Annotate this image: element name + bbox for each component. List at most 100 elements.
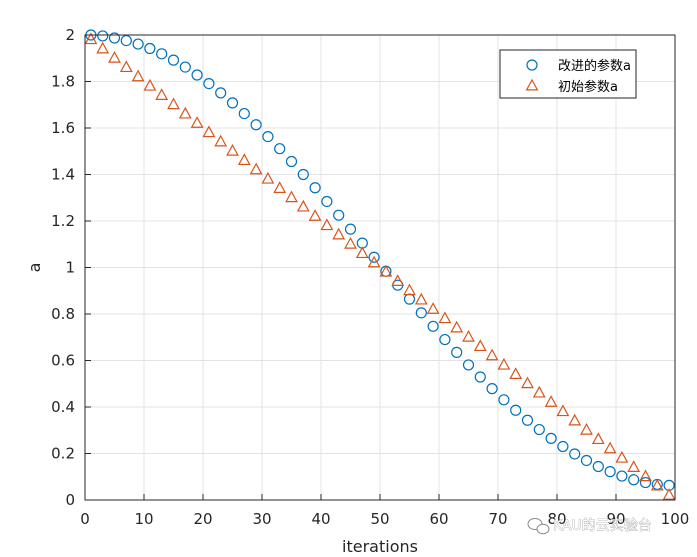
series-0-point [604,466,616,478]
y-tick-label: 1.2 [51,212,75,230]
series-0-point [427,320,439,332]
x-axis-label: iterations [342,537,418,556]
series-1-point [308,209,322,221]
series-0-point [545,432,557,444]
series-0-point [451,346,463,358]
legend-marker-triangle [525,78,539,91]
x-tick-label: 30 [252,510,271,528]
series-1-point [237,153,251,166]
series-1-point [108,50,121,63]
series-1-point [119,60,133,73]
series-1-point [403,283,416,296]
x-tick-label: 100 [661,510,690,528]
series-0-point [486,383,498,395]
series-1-point [131,69,145,82]
series-1-point [556,404,570,417]
series-0-point [498,394,510,406]
series-0-point [226,97,239,109]
y-tick-label: 1.4 [51,166,75,184]
series-0-point [474,371,486,383]
wechat-icon [527,518,550,535]
series-1-point [509,367,523,379]
y-tick-label: 0.2 [51,445,75,463]
series-0-point [179,61,191,73]
series-1-point [355,246,369,259]
series-0-point [262,131,274,143]
series-1-point [379,264,393,277]
series-1-point [285,190,298,203]
watermark-text: KAU的云实验台 [553,518,652,534]
series-0-point [120,34,132,47]
series-1-point [96,41,110,54]
data-marks [84,29,676,500]
series-1-point [414,292,428,305]
series-1-point [214,134,228,147]
series-1-point [544,395,558,407]
legend-entry-0: 改进的参数a [558,58,631,74]
series-1-point [532,385,546,398]
series-0-point [203,77,215,90]
series-1-point [261,171,275,184]
series-0-point [191,69,203,81]
series-0-point [321,195,333,208]
series-1-point [438,311,452,324]
series-1-point [226,143,239,156]
series-0-point [462,359,475,371]
series-1-point [426,302,440,314]
x-tick-label: 80 [547,510,566,528]
series-0-point [309,182,321,194]
series-1-point [462,329,475,342]
legend: 改进的参数a 初始参数a [499,49,637,99]
x-tick-label: 60 [429,510,448,528]
watermark: KAU的云实验台 [527,518,652,535]
series-0-point [108,32,121,44]
legend-box [499,49,637,99]
series-1-point [84,32,98,45]
series-1-point [273,181,287,193]
series-0-point [297,168,309,181]
series-1-point [344,236,357,249]
series-1-point [202,125,216,138]
series-0-point [580,454,593,467]
series-1-point [615,450,629,463]
series-0-point [557,440,569,453]
series-1-point [320,218,334,231]
series-0-point [368,251,380,263]
series-0-point [439,333,451,346]
series-0-point [510,404,522,416]
x-tick-label: 90 [606,510,625,528]
series-0-point [616,470,628,482]
series-1-point [568,413,582,426]
series-0-point [639,476,652,489]
series-0-point [533,423,545,436]
series-1-point [155,88,169,100]
series-0-point [415,307,427,319]
series-1-point [627,460,641,472]
series-0-point [215,87,227,99]
y-axis-label: a [25,263,44,273]
series-1-point [367,255,381,268]
series-1-point [650,478,664,491]
y-tick-label: 0.8 [51,305,75,323]
x-tick-label: 20 [193,510,212,528]
y-tick-label: 1 [65,259,75,277]
y-tick-label: 0 [65,491,75,509]
series-0-point [132,38,144,50]
series-1-point [521,376,534,389]
series-1-point [639,469,652,482]
y-tick-label: 2 [65,26,75,44]
series-1-point [473,339,487,352]
legend-marker-circle [526,59,538,71]
series-1-point [391,274,405,286]
series-0-point [238,107,250,120]
series-1-point [178,106,192,119]
series-1-point [497,357,511,370]
x-tick-label: 50 [370,510,389,528]
legend-entry-1: 初始参数a [558,79,618,95]
series-0-point [97,30,109,42]
series-0-point [144,42,156,55]
series-1-point [580,422,593,435]
x-tick-label: 40 [311,510,330,528]
series-0-point [592,460,604,473]
